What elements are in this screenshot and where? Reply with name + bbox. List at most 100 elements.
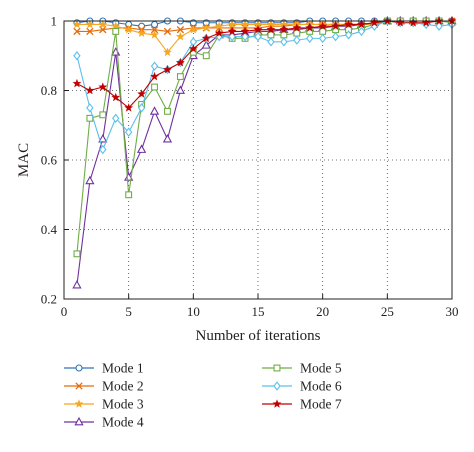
series-mode-5 [73, 17, 456, 258]
legend-item-mode-6: Mode 6 [262, 379, 342, 394]
mode-2-point [150, 26, 159, 34]
mode-2-point [86, 27, 94, 36]
mode-6-point [318, 33, 327, 44]
mode-3-point [175, 31, 185, 41]
mode-7-point [201, 33, 211, 43]
mode-3-point [150, 30, 160, 39]
mode-2-point [73, 27, 81, 36]
mode-5-line [76, 20, 453, 254]
mode-7-line [76, 20, 452, 109]
mode-5-point [151, 83, 158, 91]
mode-6-point [357, 26, 366, 37]
mode-5-point [99, 111, 107, 119]
mode-6-point [435, 21, 443, 31]
mode-7-point [318, 21, 328, 31]
mode-7-point [111, 92, 121, 102]
mode-6-point [124, 127, 133, 137]
mode-7-point [162, 64, 172, 74]
mode-5-point [202, 52, 210, 60]
x-axis-title: Number of iterations [196, 328, 321, 344]
mode-3-point [124, 24, 134, 34]
mode-2-point [176, 26, 185, 34]
mode-7-point [124, 103, 134, 112]
mode-4-point [175, 85, 186, 94]
mode-6-point [73, 51, 81, 61]
mode-7-point [72, 78, 82, 88]
mode-3-point [98, 19, 108, 29]
mode-6-point [99, 144, 107, 155]
mode-2-point [163, 27, 172, 36]
mode-4-point [72, 279, 82, 289]
grid-lines [64, 21, 452, 299]
y-tick-label: 1 [51, 14, 58, 29]
mode-4-point [98, 133, 108, 143]
x-tick-label: 30 [446, 304, 459, 319]
mode-3-point [240, 19, 250, 29]
x-tick-label: 0 [61, 304, 68, 319]
legend-item-mode-7: Mode 7 [262, 397, 342, 412]
series-mode-6 [73, 16, 456, 155]
mode-3-point [137, 28, 147, 37]
y-axis-title: MAC [16, 143, 32, 177]
mode-4-point [136, 144, 147, 153]
mode-6-point [137, 103, 146, 113]
legend-item-mode-5: Mode 5 [262, 361, 342, 376]
mode-5-point [176, 73, 184, 81]
legend-label-mode-7: Mode 7 [300, 397, 342, 412]
x-tick-label: 15 [252, 304, 265, 319]
mode-6-point [228, 31, 236, 42]
legend-marker-mode-3 [74, 399, 84, 408]
mode-7-point [98, 82, 108, 91]
x-tick-label: 10 [187, 304, 200, 319]
x-tick-label: 5 [125, 304, 132, 319]
mode-7-point [292, 23, 302, 32]
legend-marker-mode-4 [74, 416, 84, 426]
legend-label-mode-4: Mode 4 [102, 415, 144, 430]
mode-7-point [331, 21, 341, 31]
mode-5-point [164, 107, 171, 115]
mode-7-point [227, 26, 237, 36]
mode-6-point [293, 35, 301, 45]
legend: Mode 1 Mode 2 Mode 3 Mode 4 Mode 5 Mode 6 Mode… [64, 361, 342, 430]
mode-4-point [162, 133, 173, 143]
legend-marker-mode-1 [75, 364, 83, 372]
mode-6-point [280, 37, 288, 47]
mode-4-line [76, 20, 452, 286]
mode-7-point [253, 24, 263, 34]
mode-7-point [175, 57, 185, 67]
legend-marker-mode-5 [273, 364, 281, 372]
x-tick-label: 25 [381, 304, 394, 319]
legend-item-mode-4: Mode 4 [64, 415, 144, 430]
legend-label-mode-5: Mode 5 [300, 361, 342, 376]
mode-6-point [112, 113, 120, 123]
mode-6-point [344, 30, 353, 40]
legend-item-mode-1: Mode 1 [64, 361, 144, 376]
mode-7-point [356, 19, 366, 29]
legend-marker-mode-2 [75, 382, 83, 390]
x-tick-label: 20 [316, 304, 329, 319]
mode-7-point [305, 23, 315, 32]
legend-marker-mode-7 [272, 399, 282, 408]
mode-6-point [331, 31, 340, 42]
series-layer [72, 15, 457, 289]
legend-label-mode-6: Mode 6 [300, 379, 342, 394]
mode-4-point [149, 106, 160, 115]
legend-label-mode-2: Mode 2 [102, 379, 144, 394]
mode-3-point [227, 19, 237, 29]
legend-label-mode-1: Mode 1 [102, 361, 144, 376]
legend-label-mode-3: Mode 3 [102, 397, 144, 412]
mode-7-point [240, 26, 250, 36]
mode-3-point [85, 19, 95, 29]
y-tick-label: 0.6 [41, 153, 58, 168]
mode-6-point [150, 61, 159, 71]
mode-7-point [85, 85, 95, 95]
mode-6-point [241, 31, 249, 42]
mode-4-point [85, 175, 95, 185]
mode-3-line [76, 20, 452, 54]
mode-3-point [188, 24, 198, 34]
mode-7-point [214, 28, 224, 37]
mode-6-point [267, 37, 275, 47]
axis-ticks: 0.20.40.60.810 5 10 15 20 25 30 [41, 14, 459, 320]
mode-6-line [76, 20, 453, 152]
mode-3-point [72, 19, 82, 29]
